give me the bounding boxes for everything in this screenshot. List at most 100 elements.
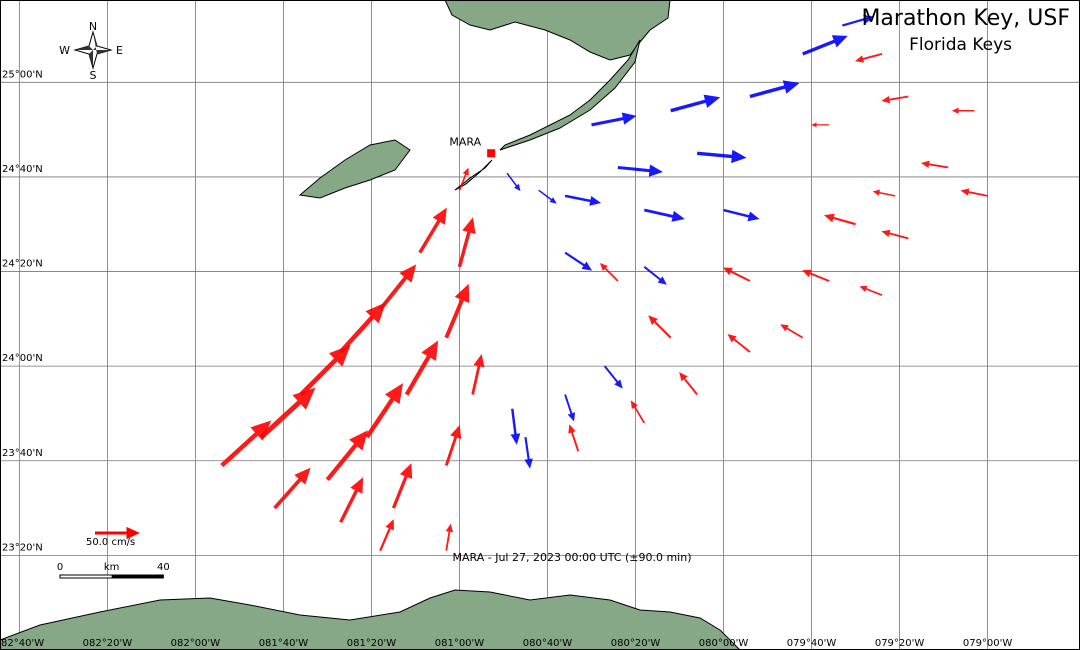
current-vector: [458, 167, 469, 191]
current-vector: [365, 383, 404, 439]
current-vector: [881, 95, 909, 104]
lon-tick-label: 082°40'W: [0, 638, 44, 649]
current-vector: [338, 302, 386, 354]
current-vector: [643, 208, 685, 222]
current-vector: [471, 354, 485, 395]
current-vector: [510, 408, 521, 445]
current-vector: [418, 207, 447, 254]
current-vector: [564, 194, 602, 206]
lat-tick-label: 24°20'N: [2, 259, 43, 270]
compass-s: S: [90, 69, 97, 82]
current-vector: [679, 372, 698, 396]
current-vector: [591, 112, 637, 127]
current-vector: [696, 149, 747, 164]
current-vector: [339, 477, 364, 524]
current-vector: [648, 315, 672, 339]
lat-tick-label: 24°00'N: [2, 353, 43, 364]
title: Marathon Key, USF: [861, 6, 1070, 31]
current-vector: [842, 14, 874, 27]
current-vector: [404, 340, 439, 396]
current-vector: [444, 425, 462, 466]
current-vector: [564, 251, 593, 271]
lon-tick-label: 081°20'W: [347, 638, 397, 649]
current-vector: [802, 269, 830, 282]
lon-tick-label: 079°40'W: [787, 638, 837, 649]
current-vector: [643, 266, 667, 285]
scalebar-unit: km: [104, 562, 120, 573]
lon-tick-label: 080°20'W: [611, 638, 661, 649]
florida-mainland: [444, 0, 671, 61]
current-vector: [599, 263, 619, 282]
lon-tick-label: 081°00'W: [435, 638, 485, 649]
current-vector: [951, 107, 975, 114]
land: [0, 0, 741, 650]
current-vector: [727, 333, 751, 353]
current-vector: [444, 283, 470, 339]
middle-keys: [454, 159, 493, 191]
current-vector: [749, 80, 800, 99]
compass: N S E W: [59, 20, 123, 82]
subtitle: Florida Keys: [909, 35, 1012, 55]
current-vector: [811, 122, 830, 128]
current-vector: [722, 267, 751, 282]
scalebar-end: 40: [157, 562, 170, 573]
current-vector: [325, 430, 368, 482]
current-vector: [723, 208, 760, 222]
scalebar-half: [111, 575, 164, 578]
station-label: MARA: [449, 135, 481, 148]
compass-n: N: [89, 20, 97, 33]
current-vector: [379, 519, 394, 552]
lat-tick-label: 23°20'N: [2, 542, 43, 553]
lat-tick-label: 23°40'N: [2, 448, 43, 459]
lon-tick-label: 082°00'W: [171, 638, 221, 649]
scale-arrow: [95, 526, 140, 540]
current-vector: [378, 264, 417, 311]
upper-keys: [499, 39, 641, 151]
lon-tick-label: 081°40'W: [259, 638, 309, 649]
current-vector: [859, 285, 883, 296]
current-vector: [564, 394, 576, 422]
scale-arrow-label: 50.0 cm/s: [86, 537, 135, 548]
caption: MARA - Jul 27, 2023 00:00 UTC (±90.0 min…: [453, 551, 692, 564]
current-vector: [780, 324, 804, 339]
vectors: [220, 14, 988, 552]
current-vector: [872, 189, 896, 197]
lon-tick-label: 082°20'W: [83, 638, 133, 649]
current-vector: [299, 345, 351, 397]
current-vector: [259, 387, 316, 439]
current-vector: [391, 463, 413, 509]
current-vector: [670, 94, 721, 113]
lon-tick-label: 079°20'W: [875, 638, 925, 649]
current-vector: [603, 365, 623, 389]
lat-tick-label: 24°40'N: [2, 164, 43, 175]
current-vector: [568, 424, 580, 452]
current-vector: [220, 420, 272, 468]
cuba: [0, 589, 741, 650]
current-vector: [457, 217, 476, 268]
compass-star-shade: [75, 32, 111, 68]
lon-tick-label: 079°00'W: [963, 638, 1013, 649]
current-vector: [617, 164, 663, 177]
lon-tick-label: 080°40'W: [523, 638, 573, 649]
current-vector: [630, 400, 646, 424]
lower-keys: [298, 139, 411, 199]
scalebar-start: 0: [57, 562, 63, 573]
current-vector: [506, 172, 521, 192]
compass-e: E: [116, 44, 123, 57]
current-vector: [960, 188, 988, 197]
compass-w: W: [59, 44, 70, 57]
lon-tick-label: 080°00'W: [699, 638, 749, 649]
station-marker: [487, 149, 496, 158]
current-vector: [445, 523, 454, 551]
current-vector: [802, 35, 848, 56]
current-vector: [881, 229, 909, 240]
current-vector: [920, 160, 949, 169]
current-vector: [273, 467, 311, 510]
current-vector: [538, 189, 557, 204]
lat-tick-label: 25°00'N: [2, 69, 43, 80]
current-vector: [854, 53, 883, 63]
current-vector: [824, 213, 856, 226]
